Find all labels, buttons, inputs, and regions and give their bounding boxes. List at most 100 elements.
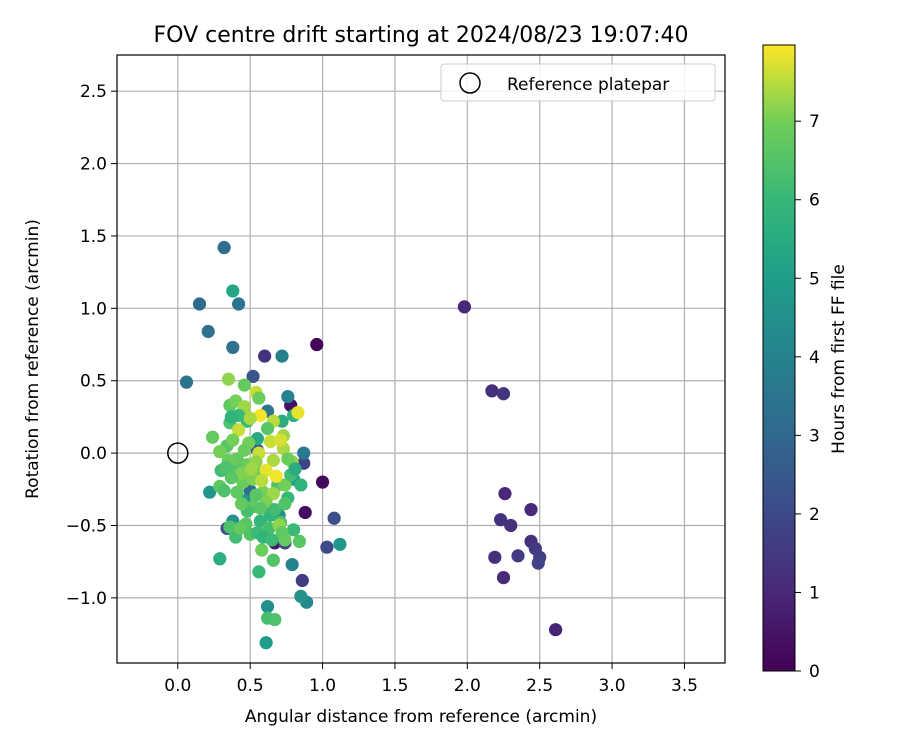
data-point xyxy=(218,460,233,475)
data-point xyxy=(232,297,246,311)
data-point xyxy=(205,430,220,444)
data-point xyxy=(281,452,295,466)
colorbar-tick-label: 4 xyxy=(809,348,820,368)
data-point xyxy=(268,502,282,517)
data-point xyxy=(255,543,269,557)
data-point xyxy=(217,240,231,255)
data-point xyxy=(291,405,305,420)
data-point xyxy=(278,497,292,511)
data-point xyxy=(192,297,207,311)
data-point xyxy=(234,497,249,511)
reference-marker xyxy=(167,442,189,464)
plot-frame xyxy=(116,54,726,664)
colorbar-tick-label: 6 xyxy=(809,191,820,211)
data-point xyxy=(266,553,280,567)
data-point xyxy=(288,462,302,476)
data-point xyxy=(504,518,518,533)
data-point xyxy=(320,540,334,554)
data-point xyxy=(295,573,309,588)
data-point xyxy=(249,488,263,502)
data-point xyxy=(268,612,282,627)
y-axis-ticks: −1.0 −0.5 0.0 0.5 1.0 1.5 2.0 2.5 xyxy=(66,82,117,609)
x-tick-label: 3.5 xyxy=(671,676,698,696)
data-point xyxy=(327,511,341,525)
data-point xyxy=(237,378,251,392)
data-point xyxy=(511,549,525,563)
data-point xyxy=(294,589,308,604)
legend-box xyxy=(440,63,716,102)
data-point xyxy=(223,520,237,534)
reference-marker-group xyxy=(167,442,189,464)
x-tick-label: 1.0 xyxy=(309,676,336,696)
data-point xyxy=(498,487,512,501)
y-tick-label: 1.0 xyxy=(80,299,107,319)
data-point xyxy=(234,466,249,480)
data-point xyxy=(233,521,247,535)
y-tick-label: −1.0 xyxy=(66,589,107,609)
colorbar-gradient xyxy=(762,44,796,672)
data-point xyxy=(333,537,347,551)
x-tick-label: 2.0 xyxy=(454,676,481,696)
colorbar-tick-label: 7 xyxy=(809,112,820,132)
colorbar-label: Hours from first FF file xyxy=(829,264,849,454)
data-point xyxy=(224,410,238,424)
data-point xyxy=(269,469,283,483)
y-tick-label: 2.0 xyxy=(80,155,107,175)
colorbar: 0 1 2 3 4 5 6 7 Hours from first FF file xyxy=(762,44,849,682)
colorbar-tick-label: 3 xyxy=(809,426,820,446)
data-point xyxy=(496,387,511,401)
data-point xyxy=(259,636,273,650)
data-point xyxy=(263,434,278,449)
data-point xyxy=(457,300,472,314)
data-point xyxy=(266,453,280,467)
data-point xyxy=(266,487,280,501)
data-point xyxy=(275,349,289,363)
x-tick-label: 0.5 xyxy=(237,676,264,696)
x-axis-label: Angular distance from reference (arcmin) xyxy=(245,707,597,727)
data-point xyxy=(258,349,272,363)
colorbar-tick-label: 5 xyxy=(809,269,820,289)
data-point xyxy=(488,550,502,564)
legend-reference-marker xyxy=(459,72,481,94)
x-tick-label: 0.0 xyxy=(164,676,191,696)
data-point xyxy=(315,475,330,489)
legend: Reference platepar xyxy=(440,63,716,102)
data-point xyxy=(203,485,217,499)
y-tick-label: 1.5 xyxy=(80,227,107,247)
data-point xyxy=(278,478,292,492)
x-tick-label: 2.5 xyxy=(526,676,553,696)
data-point xyxy=(201,324,215,339)
data-point xyxy=(287,523,301,537)
grid xyxy=(117,55,725,663)
data-point xyxy=(253,408,267,423)
x-axis-ticks: 0.0 0.5 1.0 1.5 2.0 2.5 3.0 3.5 xyxy=(164,663,698,696)
data-point xyxy=(281,390,295,404)
data-point xyxy=(252,565,266,579)
data-point xyxy=(260,421,275,436)
data-point xyxy=(226,340,240,355)
chart-title: FOV centre drift starting at 2024/08/23 … xyxy=(154,23,689,48)
data-point xyxy=(179,375,194,389)
data-point xyxy=(253,501,267,515)
data-point xyxy=(226,433,240,447)
y-tick-label: 0.5 xyxy=(80,372,107,392)
data-point xyxy=(213,445,227,459)
data-point xyxy=(531,556,545,570)
data-points xyxy=(179,240,563,650)
data-point xyxy=(245,462,259,476)
data-point xyxy=(294,478,308,492)
data-point xyxy=(230,485,244,499)
data-point xyxy=(297,446,311,460)
data-point xyxy=(549,623,563,637)
data-point xyxy=(224,471,238,485)
data-point xyxy=(298,505,312,520)
data-point xyxy=(524,502,538,517)
data-point xyxy=(273,433,288,447)
data-point xyxy=(496,570,511,585)
data-point xyxy=(226,284,240,298)
data-point xyxy=(310,337,324,352)
colorbar-tick-label: 1 xyxy=(809,583,820,603)
data-point xyxy=(292,534,306,549)
data-point xyxy=(494,513,508,527)
